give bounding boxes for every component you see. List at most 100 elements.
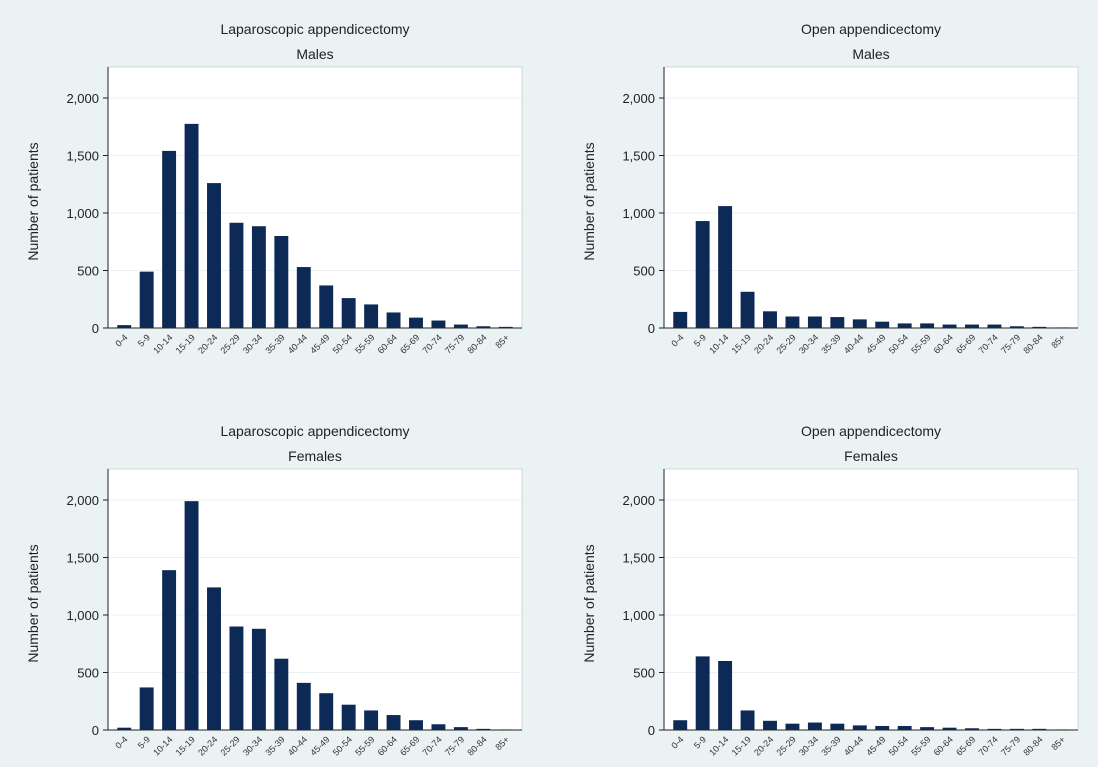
bar <box>852 725 867 730</box>
x-tick-label: 85+ <box>493 332 511 350</box>
plot-area <box>108 67 522 328</box>
x-tick-label: 55-59 <box>353 734 376 757</box>
x-tick-label: 60-64 <box>376 734 399 757</box>
x-tick-label: 5-9 <box>692 734 708 750</box>
bar <box>830 723 845 730</box>
bar <box>184 123 199 328</box>
bar-chart: Laparoscopic appendicectomy Females 0 500 1,… <box>25 423 523 758</box>
x-tick-label: 55-59 <box>909 332 932 355</box>
bar <box>341 298 356 328</box>
y-tick-label: 1,000 <box>66 206 99 221</box>
chart-title: Open appendicectomy <box>801 21 941 37</box>
bar <box>987 324 1002 328</box>
bar <box>453 727 468 730</box>
x-tick-label: 10-14 <box>151 734 174 757</box>
y-tick-label: 1,500 <box>622 551 655 566</box>
x-tick-label: 80-84 <box>465 734 488 757</box>
y-tick-label: 500 <box>633 666 655 681</box>
bar <box>1032 326 1047 328</box>
y-tick-label: 1,500 <box>622 149 655 164</box>
x-tick-label: 55-59 <box>909 734 932 757</box>
y-tick-label: 0 <box>648 723 655 738</box>
x-tick-label: 85+ <box>1049 734 1067 752</box>
y-tick-label: 500 <box>77 264 99 279</box>
x-tick-label: 20-24 <box>752 332 775 355</box>
x-tick-label: 25-29 <box>219 734 242 757</box>
x-tick-label: 45-49 <box>864 332 887 355</box>
bar <box>341 704 356 730</box>
bar <box>920 323 935 328</box>
x-tick-label: 25-29 <box>219 332 242 355</box>
bar <box>251 226 266 328</box>
bar-chart: Open appendicectomy Females 0 500 1,000 1,500… <box>581 423 1079 758</box>
bar-chart: Open appendicectomy Males 0 500 1,000 1,500 2,… <box>581 21 1079 356</box>
bar <box>431 724 446 730</box>
x-tick-label: 40-44 <box>842 332 865 355</box>
y-axis-label: Number of patients <box>25 544 41 662</box>
bar <box>1032 728 1047 730</box>
bar-chart: Laparoscopic appendicectomy Males 0 500 1,00… <box>25 21 523 356</box>
chart-subtitle: Males <box>296 46 333 62</box>
bar <box>987 728 1002 730</box>
x-tick-label: 40-44 <box>842 734 865 757</box>
bar <box>965 324 979 328</box>
x-tick-label: 35-39 <box>819 332 842 355</box>
bar <box>897 323 912 328</box>
y-tick-label: 2,000 <box>622 493 655 508</box>
bar <box>162 150 177 328</box>
x-tick-label: 75-79 <box>443 734 466 757</box>
bar <box>319 285 334 328</box>
bar <box>1009 728 1024 730</box>
x-tick-label: 55-59 <box>353 332 376 355</box>
bar <box>740 291 755 328</box>
bar <box>740 710 755 730</box>
x-tick-label: 45-49 <box>864 734 887 757</box>
bar <box>251 628 266 730</box>
bar <box>117 727 132 730</box>
x-tick-label: 25-29 <box>775 734 798 757</box>
bar <box>807 316 822 328</box>
chart-title: Open appendicectomy <box>801 423 941 439</box>
x-tick-label: 60-64 <box>932 734 955 757</box>
bar <box>229 222 244 328</box>
x-tick-label: 70-74 <box>977 734 1000 757</box>
x-tick-label: 70-74 <box>977 332 1000 355</box>
bar <box>476 326 491 328</box>
x-tick-label: 75-79 <box>999 332 1022 355</box>
x-tick-label: 15-19 <box>730 734 753 757</box>
x-tick-label: 10-14 <box>151 332 174 355</box>
chart-panel-open-males: Open appendicectomy Males 0 500 1,000 1,500 2,… <box>556 0 1096 365</box>
bar <box>274 658 289 730</box>
bar <box>498 729 513 730</box>
bar <box>920 727 935 730</box>
bar <box>965 728 979 730</box>
bar <box>364 710 379 730</box>
chart-subtitle: Males <box>852 46 889 62</box>
bar <box>139 687 154 730</box>
bar <box>229 626 244 730</box>
bar <box>673 720 688 730</box>
y-axis-label: Number of patients <box>581 544 597 662</box>
y-tick-label: 0 <box>648 321 655 336</box>
y-tick-label: 2,000 <box>622 91 655 106</box>
x-tick-label: 40-44 <box>286 734 309 757</box>
x-tick-label: 10-14 <box>707 332 730 355</box>
bar <box>139 271 154 328</box>
bar <box>875 725 890 730</box>
x-tick-label: 75-79 <box>443 332 466 355</box>
bar <box>718 206 733 328</box>
y-tick-label: 2,000 <box>66 91 99 106</box>
chart-panel-open-females: Open appendicectomy Females 0 500 1,000 1,500… <box>556 402 1096 767</box>
x-tick-label: 65-69 <box>398 332 421 355</box>
x-tick-label: 15-19 <box>174 734 197 757</box>
bar <box>763 720 777 730</box>
bar <box>1054 327 1069 328</box>
bar <box>785 316 800 328</box>
x-tick-label: 15-19 <box>174 332 197 355</box>
bar <box>184 501 199 730</box>
x-tick-label: 50-54 <box>887 332 910 355</box>
x-tick-label: 25-29 <box>775 332 798 355</box>
y-tick-label: 1,000 <box>622 608 655 623</box>
y-axis-label: Number of patients <box>581 142 597 260</box>
y-tick-label: 500 <box>77 666 99 681</box>
